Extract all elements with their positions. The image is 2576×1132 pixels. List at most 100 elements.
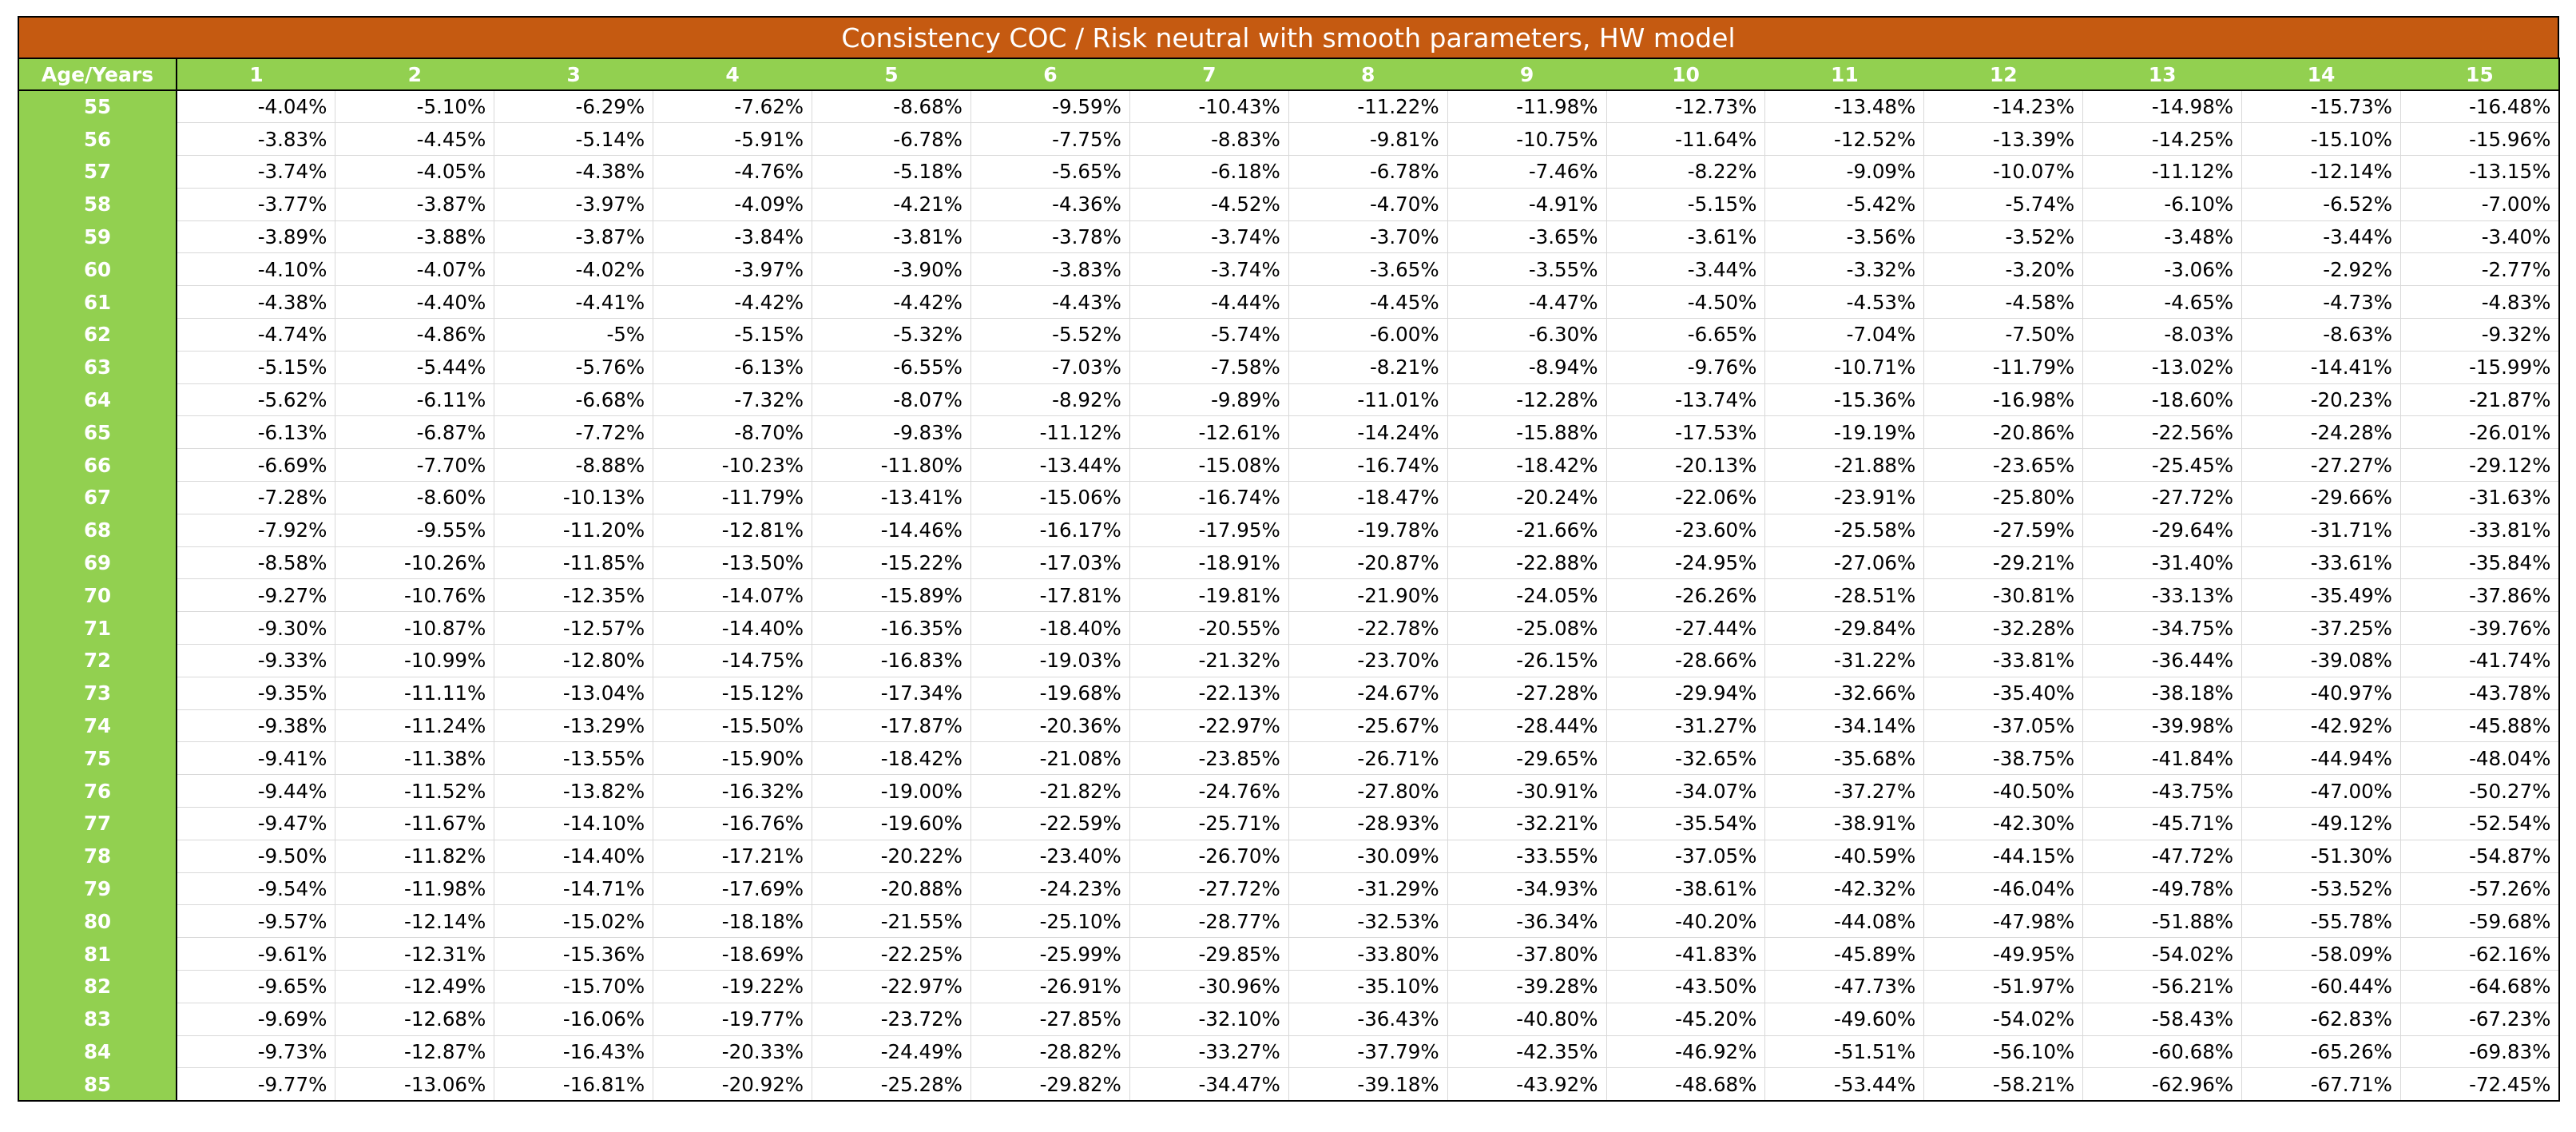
value-cell[interactable]: -5.52%: [970, 318, 1130, 352]
value-cell[interactable]: -54.87%: [2400, 840, 2561, 873]
value-cell[interactable]: -22.06%: [1606, 481, 1766, 514]
value-cell[interactable]: -19.00%: [812, 774, 971, 808]
value-cell[interactable]: -16.06%: [494, 1003, 654, 1036]
value-cell[interactable]: -51.97%: [1923, 970, 2084, 1003]
value-cell[interactable]: -4.05%: [335, 155, 495, 189]
value-cell[interactable]: -20.55%: [1129, 611, 1289, 645]
value-cell[interactable]: -8.03%: [2082, 318, 2243, 352]
value-cell[interactable]: -18.60%: [2082, 383, 2243, 417]
value-cell[interactable]: -4.58%: [1923, 285, 2084, 320]
value-cell[interactable]: -11.67%: [335, 807, 495, 840]
value-cell[interactable]: -11.98%: [335, 872, 495, 906]
value-cell[interactable]: -25.10%: [970, 904, 1130, 939]
value-cell[interactable]: -4.44%: [1129, 285, 1289, 320]
value-cell[interactable]: -24.05%: [1447, 578, 1607, 613]
value-cell[interactable]: -8.63%: [2241, 318, 2401, 352]
value-cell[interactable]: -39.98%: [2082, 709, 2243, 743]
value-cell[interactable]: -27.85%: [970, 1003, 1130, 1036]
value-cell[interactable]: -53.44%: [1764, 1067, 1925, 1102]
value-cell[interactable]: -12.81%: [653, 514, 813, 547]
value-cell[interactable]: -12.87%: [335, 1035, 495, 1069]
value-cell[interactable]: -6.78%: [812, 122, 971, 157]
value-cell[interactable]: -32.66%: [1764, 677, 1925, 710]
value-cell[interactable]: -20.24%: [1447, 481, 1607, 514]
value-cell[interactable]: -9.47%: [177, 807, 336, 840]
value-cell[interactable]: -39.28%: [1447, 970, 1607, 1003]
value-cell[interactable]: -12.68%: [335, 1003, 495, 1036]
value-cell[interactable]: -43.50%: [1606, 970, 1766, 1003]
value-cell[interactable]: -15.02%: [494, 904, 654, 939]
value-cell[interactable]: -20.22%: [812, 840, 971, 873]
value-cell[interactable]: -41.83%: [1606, 937, 1766, 971]
value-cell[interactable]: -9.69%: [177, 1003, 336, 1036]
value-cell[interactable]: -28.66%: [1606, 644, 1766, 677]
value-cell[interactable]: -16.32%: [653, 774, 813, 808]
value-cell[interactable]: -18.69%: [653, 937, 813, 971]
value-cell[interactable]: -40.59%: [1764, 840, 1925, 873]
age-cell[interactable]: 55: [18, 90, 177, 124]
value-cell[interactable]: -3.32%: [1764, 252, 1925, 287]
value-cell[interactable]: -45.20%: [1606, 1003, 1766, 1036]
value-cell[interactable]: -21.87%: [2400, 383, 2561, 417]
value-cell[interactable]: -13.02%: [2082, 351, 2243, 384]
value-cell[interactable]: -16.76%: [653, 807, 813, 840]
value-cell[interactable]: -44.08%: [1764, 904, 1925, 939]
value-cell[interactable]: -6.29%: [494, 90, 654, 124]
age-cell[interactable]: 60: [18, 252, 177, 287]
value-cell[interactable]: -3.78%: [970, 220, 1130, 254]
value-cell[interactable]: -4.42%: [812, 285, 971, 320]
year-header[interactable]: 2: [335, 58, 494, 91]
value-cell[interactable]: -7.75%: [970, 122, 1130, 157]
value-cell[interactable]: -24.95%: [1606, 546, 1766, 580]
value-cell[interactable]: -9.89%: [1129, 383, 1289, 417]
value-cell[interactable]: -7.50%: [1923, 318, 2084, 352]
value-cell[interactable]: -25.67%: [1288, 709, 1448, 743]
value-cell[interactable]: -11.79%: [1923, 351, 2084, 384]
age-cell[interactable]: 78: [18, 840, 177, 873]
value-cell[interactable]: -28.82%: [970, 1035, 1130, 1069]
value-cell[interactable]: -3.88%: [335, 220, 495, 254]
value-cell[interactable]: -3.40%: [2400, 220, 2561, 254]
value-cell[interactable]: -5.15%: [177, 351, 336, 384]
value-cell[interactable]: -50.27%: [2400, 774, 2561, 808]
value-cell[interactable]: -4.91%: [1447, 188, 1607, 221]
value-cell[interactable]: -31.71%: [2241, 514, 2401, 547]
value-cell[interactable]: -3.74%: [1129, 220, 1289, 254]
value-cell[interactable]: -51.30%: [2241, 840, 2401, 873]
year-header[interactable]: 10: [1606, 58, 1765, 91]
value-cell[interactable]: -3.44%: [1606, 252, 1766, 287]
value-cell[interactable]: -43.75%: [2082, 774, 2243, 808]
value-cell[interactable]: -24.23%: [970, 872, 1130, 906]
value-cell[interactable]: -34.47%: [1129, 1067, 1289, 1102]
value-cell[interactable]: -55.78%: [2241, 904, 2401, 939]
value-cell[interactable]: -15.89%: [812, 578, 971, 613]
value-cell[interactable]: -9.27%: [177, 578, 336, 613]
value-cell[interactable]: -7.03%: [970, 351, 1130, 384]
value-cell[interactable]: -35.10%: [1288, 970, 1448, 1003]
value-cell[interactable]: -26.70%: [1129, 840, 1289, 873]
value-cell[interactable]: -37.05%: [1606, 840, 1766, 873]
value-cell[interactable]: -3.56%: [1764, 220, 1925, 254]
value-cell[interactable]: -3.90%: [812, 252, 971, 287]
value-cell[interactable]: -30.81%: [1923, 578, 2084, 613]
value-cell[interactable]: -4.86%: [335, 318, 495, 352]
value-cell[interactable]: -12.31%: [335, 937, 495, 971]
value-cell[interactable]: -23.40%: [970, 840, 1130, 873]
value-cell[interactable]: -8.07%: [812, 383, 971, 417]
value-cell[interactable]: -22.97%: [1129, 709, 1289, 743]
value-cell[interactable]: -19.81%: [1129, 578, 1289, 613]
value-cell[interactable]: -4.43%: [970, 285, 1130, 320]
value-cell[interactable]: -27.06%: [1764, 546, 1925, 580]
value-cell[interactable]: -22.56%: [2082, 415, 2243, 450]
value-cell[interactable]: -31.22%: [1764, 644, 1925, 677]
value-cell[interactable]: -15.90%: [653, 741, 813, 776]
value-cell[interactable]: -37.86%: [2400, 578, 2561, 613]
value-cell[interactable]: -4.38%: [494, 155, 654, 189]
value-cell[interactable]: -6.87%: [335, 415, 495, 450]
value-cell[interactable]: -11.64%: [1606, 122, 1766, 157]
value-cell[interactable]: -49.60%: [1764, 1003, 1925, 1036]
value-cell[interactable]: -8.83%: [1129, 122, 1289, 157]
value-cell[interactable]: -9.73%: [177, 1035, 336, 1069]
value-cell[interactable]: -27.44%: [1606, 611, 1766, 645]
value-cell[interactable]: -18.42%: [812, 741, 971, 776]
